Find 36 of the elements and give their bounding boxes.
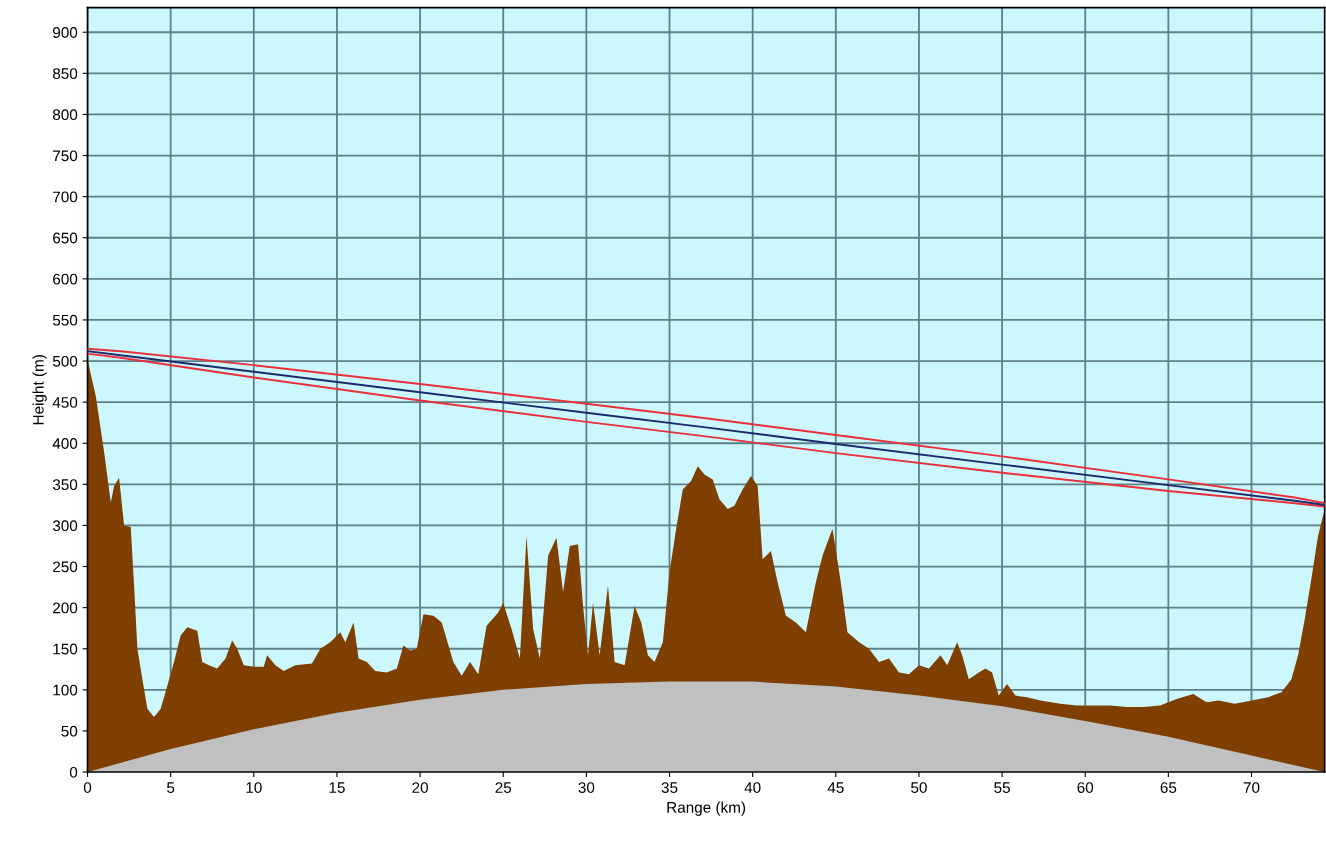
y-tick-label: 500 [52, 355, 78, 367]
y-tick-label: 400 [52, 438, 78, 449]
x-tick-label: 5 [167, 782, 175, 793]
y-tick-label: 250 [53, 561, 78, 573]
x-tick-label: 35 [661, 782, 678, 793]
y-tick-label: 650 [53, 232, 78, 244]
y-tick-label: 700 [53, 191, 78, 203]
y-tick-label: 600 [53, 273, 78, 285]
y-tick-label: 100 [53, 684, 78, 696]
y-tick-label: 50 [61, 725, 78, 737]
x-tick-label: 60 [1077, 782, 1094, 793]
y-tick-label: 300 [52, 520, 78, 532]
x-tick-label: 25 [495, 782, 512, 793]
y-tick-label: 0 [69, 766, 78, 778]
x-tick-label: 30 [578, 782, 595, 793]
x-tick-label: 55 [994, 782, 1010, 793]
y-tick-label: 900 [53, 27, 78, 38]
y-tick-label: 200 [53, 602, 78, 614]
x-tick-label: 45 [827, 782, 844, 793]
x-axis-title: Range (km) [667, 801, 746, 816]
x-tick-label: 50 [911, 782, 927, 793]
x-tick-label: 15 [329, 782, 345, 793]
x-tick-label: 10 [246, 782, 262, 793]
x-tick-label: 70 [1243, 782, 1260, 793]
y-tick-label: 450 [52, 397, 78, 408]
y-tick-label: 550 [52, 314, 78, 326]
x-tick-label: 20 [412, 782, 428, 793]
y-tick-label: 800 [52, 109, 78, 121]
x-tick-label: 65 [1160, 782, 1177, 793]
x-tick-label: 0 [83, 782, 92, 793]
y-tick-label: 750 [53, 150, 78, 162]
y-axis-title: Height (m) [32, 355, 47, 425]
y-tick-label: 350 [52, 479, 78, 491]
y-tick-label: 850 [52, 68, 78, 80]
y-tick-label: 150 [53, 643, 78, 655]
x-tick-label: 40 [744, 782, 761, 793]
